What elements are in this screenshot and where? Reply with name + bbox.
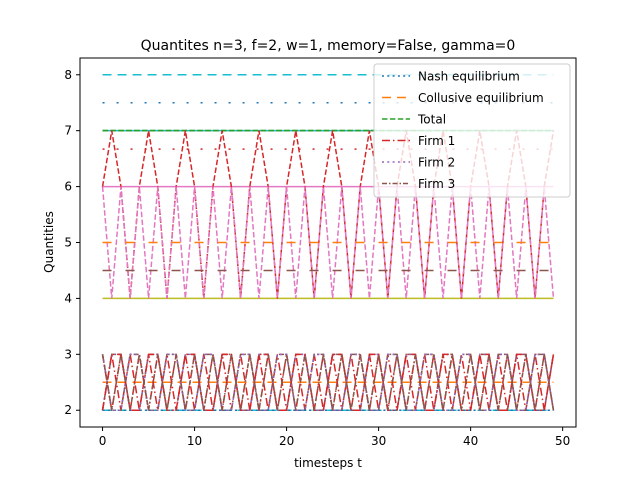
- chart-title: Quantites n=3, f=2, w=1, memory=False, g…: [141, 38, 516, 54]
- y-axis: 2 3 4 5 6 7 8: [64, 68, 80, 417]
- legend-label: Firm 2: [418, 156, 455, 170]
- x-axis: 0 10 20 30 40 50: [99, 427, 570, 448]
- y-tick-label: 2: [64, 403, 72, 417]
- y-tick-label: 4: [64, 291, 72, 305]
- legend-label: Nash equilibrium: [418, 70, 520, 84]
- legend: Nash equilibrium Collusive equilibrium Tot…: [373, 63, 571, 198]
- x-tick-label: 50: [555, 434, 570, 448]
- legend-box: [373, 63, 571, 198]
- y-tick-label: 5: [64, 236, 72, 250]
- x-tick-label: 0: [99, 434, 107, 448]
- x-axis-label: timesteps t: [294, 456, 362, 470]
- legend-label: Firm 1: [418, 134, 455, 148]
- y-tick-label: 6: [64, 180, 72, 194]
- x-tick-label: 10: [187, 434, 202, 448]
- legend-label: Total: [417, 113, 446, 127]
- legend-label: Collusive equilibrium: [418, 91, 544, 105]
- y-tick-label: 8: [64, 68, 72, 82]
- series-firm-3-group-2: [101, 354, 555, 411]
- y-axis-label: Quantities: [42, 211, 56, 273]
- x-tick-label: 20: [279, 434, 294, 448]
- y-tick-label: 3: [64, 347, 72, 361]
- x-tick-label: 30: [371, 434, 386, 448]
- series-firm-1-group-2: [101, 353, 555, 411]
- y-tick-label: 7: [64, 124, 72, 138]
- x-tick-label: 40: [463, 434, 478, 448]
- legend-label: Firm 3: [418, 177, 455, 191]
